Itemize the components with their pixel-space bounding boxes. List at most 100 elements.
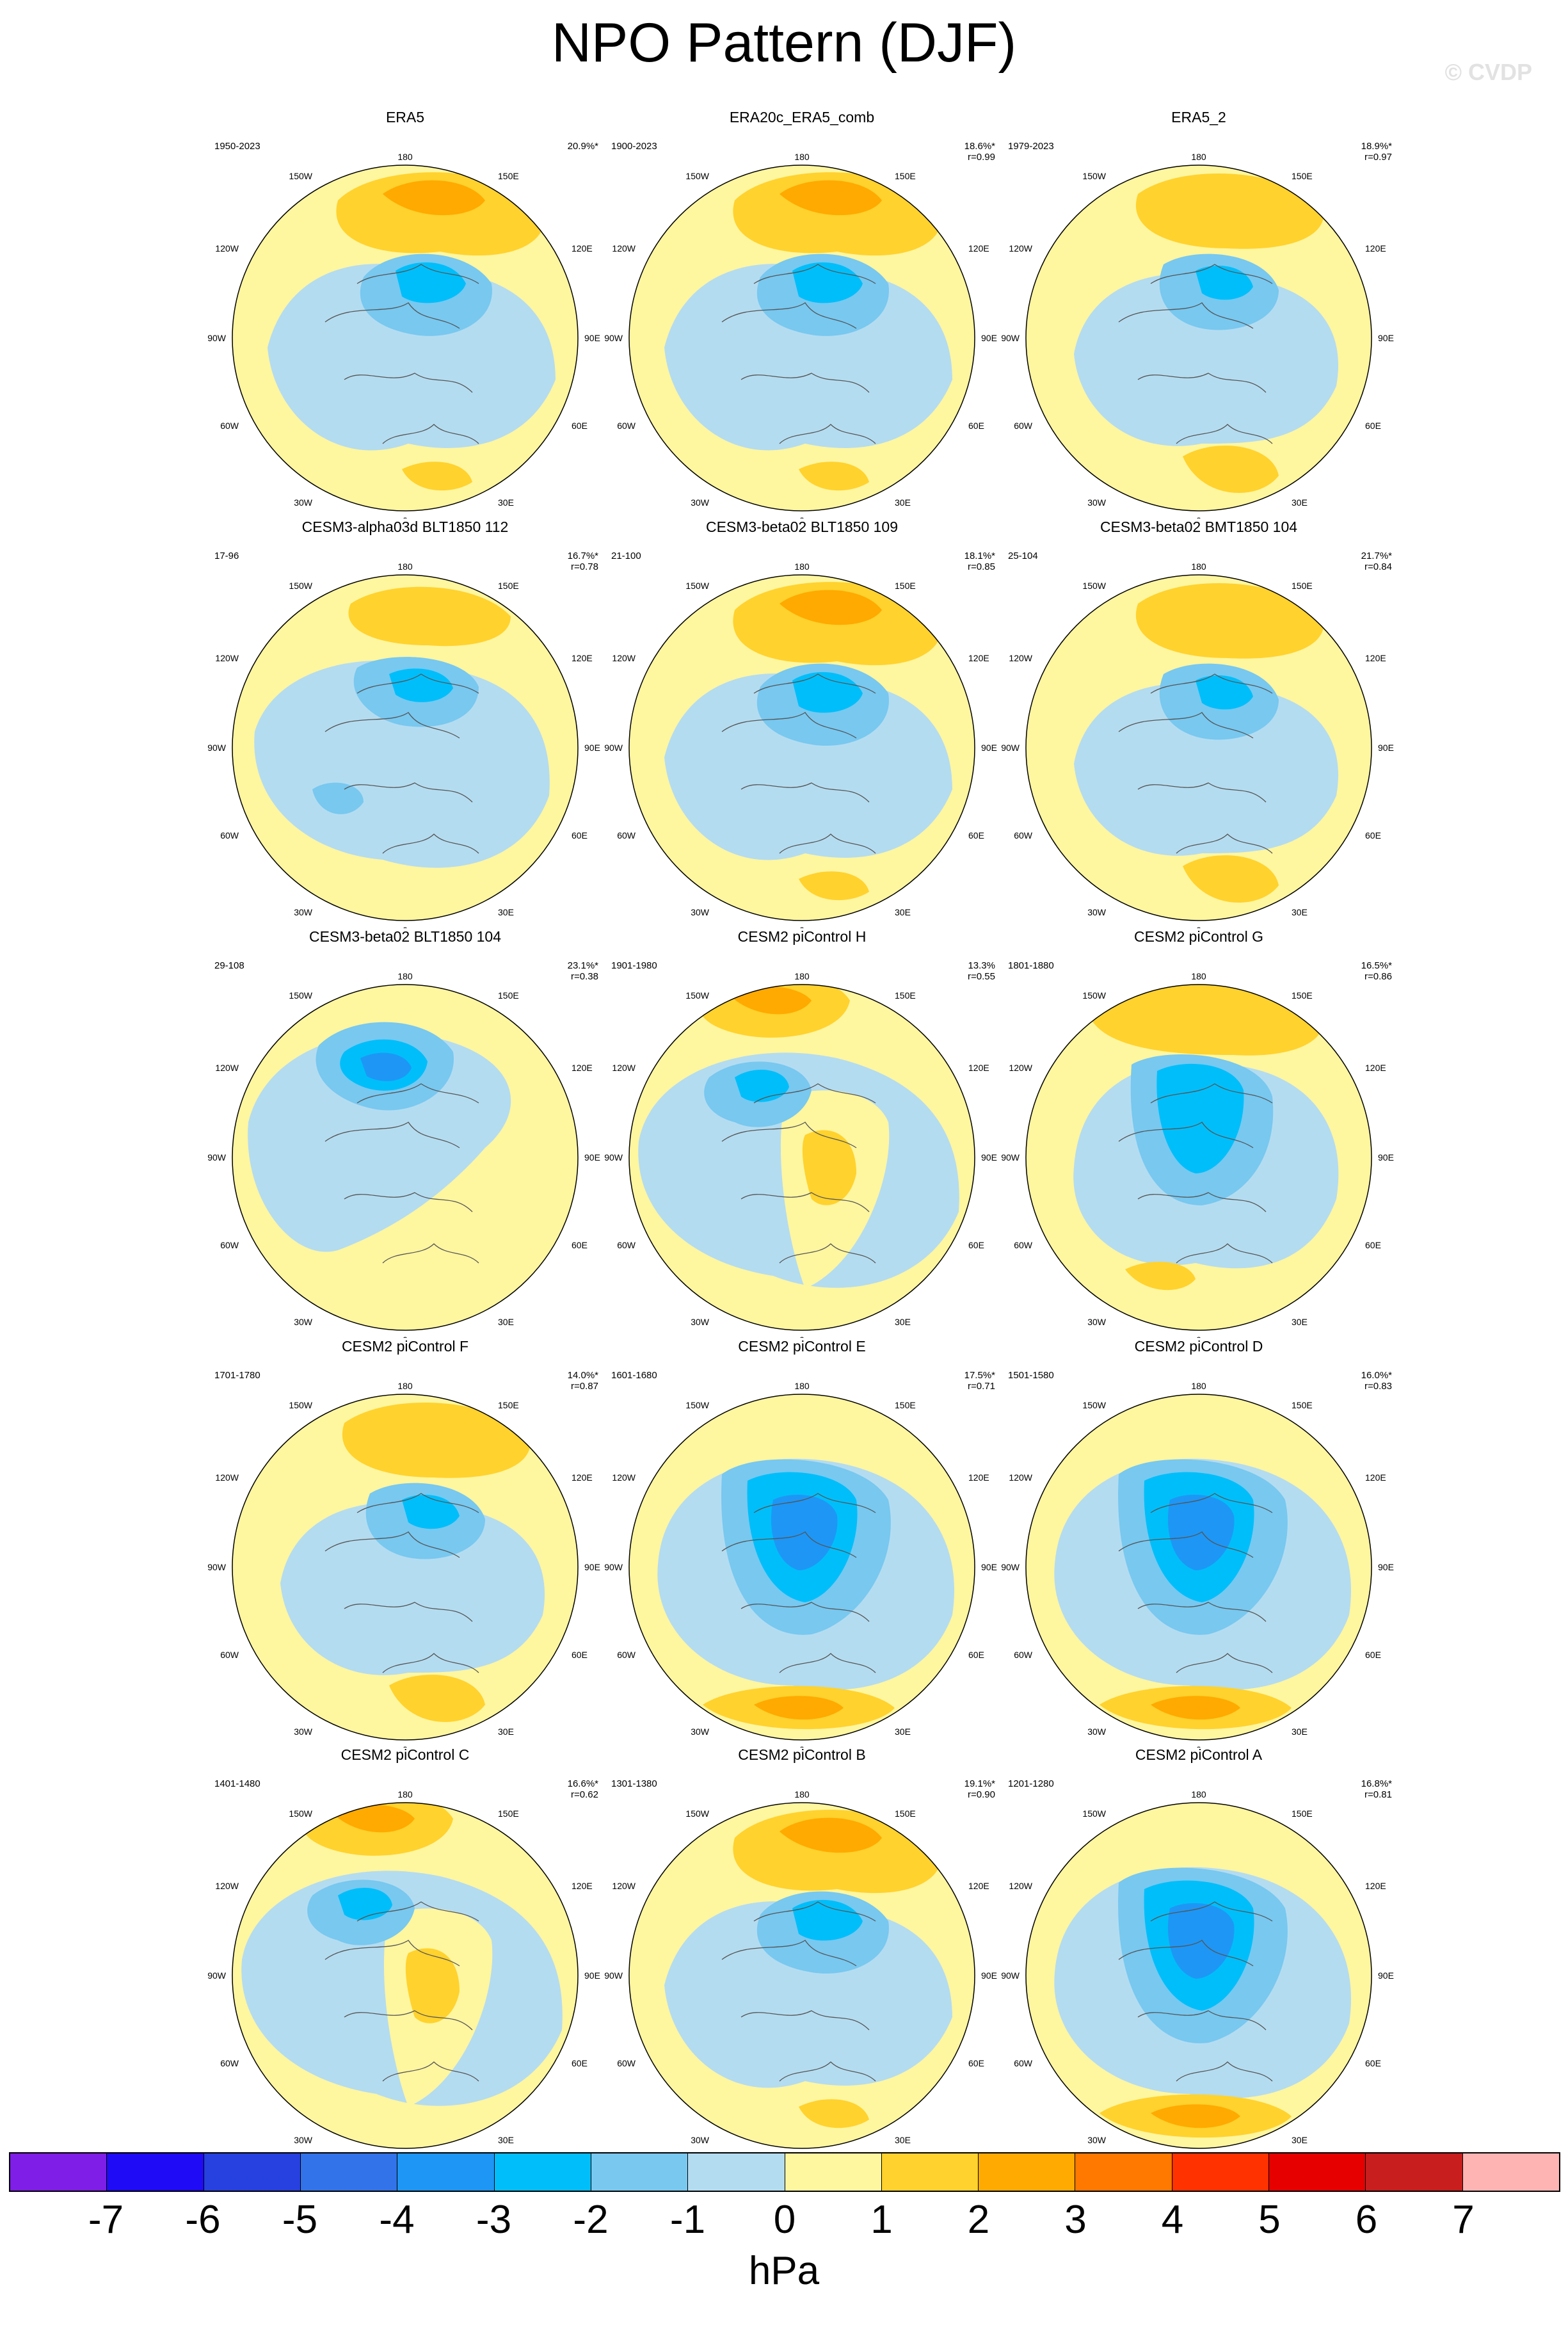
panel-stats: 21.7%* r=0.84: [1361, 551, 1392, 572]
anomaly-contour: [780, 590, 882, 625]
coastline: [1118, 712, 1254, 739]
longitude-label: 90E: [981, 1152, 997, 1163]
coastline: [356, 1493, 479, 1513]
variance-percent: 16.5%*: [1361, 960, 1392, 971]
year-range: 1701-1780: [214, 1370, 260, 1381]
longitude-label: 0: [799, 1744, 804, 1748]
anomaly-contour: [780, 1817, 882, 1853]
panel-stats: 19.1%* r=0.90: [964, 1778, 995, 1800]
variance-percent: 18.9%*: [1361, 141, 1392, 152]
longitude-label: 150E: [1292, 990, 1313, 1001]
anomaly-contour: [792, 262, 863, 303]
longitude-label: 30W: [691, 497, 710, 508]
anomaly-contour: [1156, 1063, 1244, 1173]
longitude-label: 90W: [207, 1152, 227, 1163]
longitude-label: 30E: [895, 497, 911, 508]
coastline: [344, 782, 473, 803]
colorbar-tick-label: 6: [1355, 2198, 1378, 2242]
panel-stats: 16.0%* r=0.83: [1361, 1370, 1392, 1392]
polar-map: 180090W90E150W150E120W120E60W60E30W30E: [1001, 971, 1394, 1338]
map-panel: 180 0 90W 90E 150W 150E 120W 120E 60W 60E 30W 30E CE…: [181, 519, 629, 928]
coastline: [1176, 1243, 1273, 1264]
map-boundary: [1025, 1394, 1372, 1741]
longitude-label: 60W: [1014, 1650, 1033, 1660]
longitude-label: 150W: [1082, 171, 1106, 181]
colorbar-tick-label: -5: [282, 2198, 318, 2242]
longitude-label: 60W: [220, 1240, 239, 1250]
longitude-label: 120W: [612, 1472, 636, 1483]
polar-map: 180090W90E150W150E120W120E60W60E30W30E: [604, 561, 997, 928]
longitude-label: 180: [397, 971, 413, 981]
longitude-label: 30E: [1292, 1726, 1308, 1737]
panel-title: CESM2 piControl A: [1135, 1746, 1263, 1763]
map-panel: 180 0 90W 90E 150W 150E 120W 120E 60W 60E 30W 30E CE…: [578, 1338, 1026, 1748]
pattern-correlation: r=0.84: [1364, 561, 1392, 572]
longitude-label: 150E: [895, 990, 916, 1001]
longitude-label: 90E: [1378, 1562, 1394, 1572]
polar-map: 180090W90E150W150E120W120E60W60E30W30E: [207, 152, 600, 519]
longitude-label: 120E: [572, 243, 593, 254]
variance-percent: 23.1%*: [567, 960, 598, 971]
variance-percent: 18.1%*: [964, 551, 995, 561]
colorbar-swatch: [881, 2153, 979, 2191]
anomaly-contour: [360, 1052, 412, 1081]
anomaly-contour: [248, 1033, 511, 1252]
longitude-label: 0: [1196, 1744, 1201, 1748]
coastline: [779, 833, 876, 854]
longitude-label: 120W: [1009, 653, 1032, 663]
variance-percent: 19.1%*: [964, 1778, 995, 1789]
longitude-label: 150E: [895, 581, 916, 591]
anomaly-contour: [1196, 675, 1253, 710]
pattern-correlation: r=0.99: [968, 152, 995, 163]
longitude-label: 30E: [895, 1726, 911, 1737]
longitude-label: 180: [794, 561, 810, 572]
anomaly-contour: [254, 660, 550, 868]
map-boundary: [1025, 165, 1372, 511]
longitude-label: 60E: [572, 830, 588, 841]
colorbar-tick-label: -7: [88, 2198, 124, 2242]
longitude-label: 60E: [968, 1240, 984, 1250]
longitude-label: 90E: [1378, 743, 1394, 753]
anomaly-contour: [389, 668, 453, 702]
cvdp-watermark: © CVDP: [1444, 59, 1532, 85]
panel-stats: 16.8%* r=0.81: [1361, 1778, 1392, 1800]
polar-map: 180090W90E150W150E120W120E60W60E30W30E: [604, 152, 997, 519]
polar-map: 180090W90E150W150E120W120E60W60E30W30E: [207, 1789, 600, 2156]
colorbar: [9, 2152, 1560, 2192]
variance-percent: 16.8%*: [1361, 1778, 1392, 1789]
colorbar-tick-label: -1: [669, 2198, 706, 2242]
coastline: [721, 1940, 857, 1967]
longitude-label: 150E: [498, 171, 519, 181]
longitude-label: 90E: [584, 1152, 600, 1163]
pattern-correlation: r=0.71: [968, 1381, 995, 1392]
longitude-label: 90W: [207, 333, 227, 343]
pattern-correlation: r=0.83: [1364, 1381, 1392, 1392]
longitude-label: 60E: [572, 1650, 588, 1660]
colorbar-swatch: [591, 2153, 689, 2191]
coastline: [344, 373, 473, 393]
longitude-label: 30E: [895, 2135, 911, 2145]
pattern-correlation: r=0.90: [968, 1789, 995, 1800]
longitude-label: 90W: [604, 1152, 623, 1163]
variance-percent: 13.3%: [968, 960, 995, 971]
longitude-label: 90W: [1001, 1562, 1020, 1572]
anomaly-contour: [383, 180, 485, 216]
anomaly-contour: [799, 2099, 869, 2129]
map-boundary: [232, 984, 579, 1331]
longitude-label: 60E: [1365, 1240, 1381, 1250]
longitude-label: 180: [397, 152, 413, 162]
coastline: [753, 1493, 876, 1513]
longitude-label: 180: [794, 1381, 810, 1391]
longitude-label: 150W: [289, 171, 312, 181]
longitude-label: 30E: [1292, 497, 1308, 508]
coastline: [344, 2010, 473, 2031]
longitude-label: 180: [1191, 1381, 1206, 1391]
coastline: [356, 1083, 479, 1104]
coastline: [1176, 1653, 1273, 1673]
longitude-label: 0: [403, 925, 408, 928]
coastline: [356, 264, 479, 284]
longitude-label: 120E: [968, 1472, 989, 1483]
longitude-label: 150W: [289, 581, 312, 591]
longitude-label: 30W: [691, 1726, 710, 1737]
longitude-label: 90E: [584, 333, 600, 343]
